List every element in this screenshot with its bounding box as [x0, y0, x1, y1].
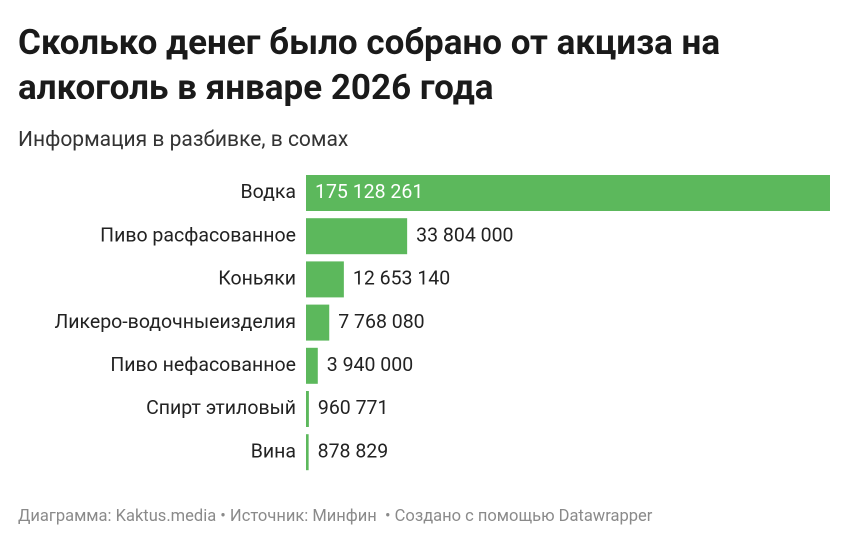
chart: Водка 175 128 261 Пиво расфасованное 33 804…	[54, 175, 830, 471]
chart-footer: Диаграмма: Kaktus.media • Источник: Минф…	[18, 507, 653, 526]
chart-subtitle: Информация в разбивке, в сомах	[18, 128, 349, 152]
y-tick-label: Ликеро-водочныеизделия	[54, 310, 296, 333]
y-tick-label: Спирт этиловый	[146, 396, 296, 419]
value-label: 7 768 080	[338, 310, 424, 333]
y-tick-label: Коньяки	[218, 267, 296, 290]
value-label: 878 829	[318, 439, 389, 462]
value-label: 960 771	[318, 396, 389, 419]
value-label: 3 940 000	[327, 353, 413, 376]
y-tick-label: Вина	[251, 439, 296, 462]
bar	[306, 261, 344, 298]
bar	[306, 391, 309, 427]
y-tick-label: Водка	[240, 180, 296, 203]
bar	[306, 434, 309, 471]
bar	[306, 304, 330, 341]
y-tick-label: Пиво нефасованное	[110, 353, 296, 376]
bar	[306, 175, 830, 211]
bar	[306, 347, 318, 384]
value-label: 12 653 140	[353, 267, 450, 290]
value-label: 33 804 000	[416, 223, 513, 246]
bar	[306, 218, 408, 255]
chart-title: Сколько денег было собрано от акциза на …	[18, 22, 721, 108]
value-label: 175 128 261	[315, 180, 423, 203]
y-tick-label: Пиво расфасованное	[100, 223, 296, 246]
